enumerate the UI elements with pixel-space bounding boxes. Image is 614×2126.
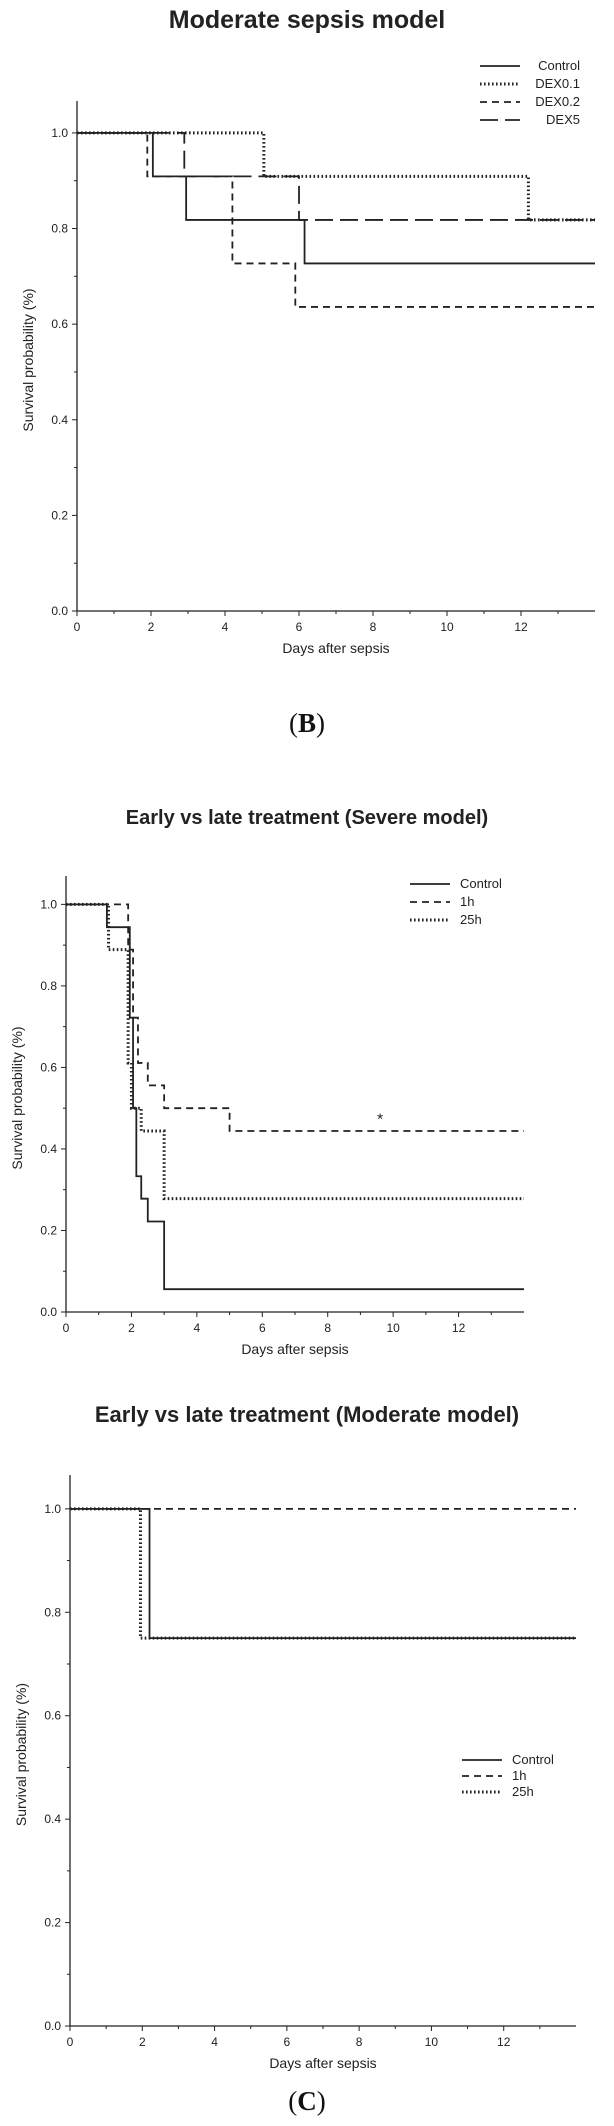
legend-label: 1h [460,894,474,909]
x-tick-label: 0 [67,2035,74,2049]
x-tick-label: 12 [514,620,528,634]
y-tick-label: 0.4 [40,1142,57,1156]
y-tick-label: 0.8 [44,1605,61,1619]
y-tick-label: 0.6 [44,1709,61,1723]
x-tick-label: 4 [211,2035,218,2049]
legend-label: 25h [512,1784,534,1799]
y-tick-label: 0.2 [44,1916,61,1930]
significance-marker: * [377,1111,383,1128]
x-tick-label: 6 [296,620,303,634]
series-line-dex5 [77,132,595,221]
x-tick-label: 4 [194,1321,201,1335]
legend-label: Control [538,58,580,73]
chart-moderate-model: Early vs late treatment (Moderate model)… [0,1386,614,2076]
y-tick-label: 0.4 [51,413,68,427]
y-tick-label: 1.0 [51,126,68,140]
panel-label-c-letter: C [297,2086,317,2116]
legend-label: 25h [460,912,482,927]
series-line-dex0-2 [77,132,595,308]
y-tick-label: 0.6 [40,1060,57,1074]
x-tick-label: 4 [222,620,229,634]
y-tick-label: 0.2 [51,508,68,522]
chart-title: Early vs late treatment (Moderate model) [95,1402,519,1427]
x-tick-label: 8 [370,620,377,634]
x-tick-label: 6 [284,2035,291,2049]
x-tick-label: 2 [128,1321,135,1335]
chart-moderate-model-svg: Early vs late treatment (Moderate model)… [13,1402,576,2071]
x-tick-label: 12 [452,1321,466,1335]
x-tick-label: 12 [497,2035,511,2049]
x-tick-label: 6 [259,1321,266,1335]
chart-severe-model: Early vs late treatment (Severe model) 0 2… [0,780,614,1380]
chart-title: Early vs late treatment (Severe model) [126,807,488,829]
x-axis-label: Days after sepsis [269,2055,376,2071]
legend-label: DEX0.1 [535,76,580,91]
chart-severe-model-svg: Early vs late treatment (Severe model) 0 2… [9,807,524,1357]
panel-label-b-letter: B [297,708,316,738]
x-tick-label: 8 [324,1321,331,1335]
legend-label: Control [460,876,502,891]
chart-title: Moderate sepsis model [169,6,445,34]
series-line-25h [66,902,524,1201]
y-axis-label: Survival probability (%) [9,1026,25,1169]
y-tick-label: 1.0 [40,897,57,911]
legend-label: 1h [512,1768,526,1783]
chart-moderate-sepsis-svg: Moderate sepsis model 0 2 4 6 8 10 12 0.0 0.2 0.4 0… [20,6,595,656]
x-tick-label: 10 [386,1321,400,1335]
y-tick-label: 0.6 [51,317,68,331]
y-tick-label: 0.0 [44,2019,61,2033]
x-tick-label: 10 [440,620,454,634]
x-tick-label: 2 [139,2035,146,2049]
y-axis-label: Survival probability (%) [13,1683,29,1826]
series-line-control [66,903,524,1291]
legend-label: Control [512,1752,554,1767]
x-tick-label: 2 [148,620,155,634]
series-line-25h [70,1507,576,1640]
x-axis-label: Days after sepsis [241,1341,348,1357]
y-tick-label: 0.0 [40,1305,57,1319]
y-tick-label: 0.0 [51,604,68,618]
x-tick-label: 0 [63,1321,70,1335]
x-axis-label: Days after sepsis [282,640,389,656]
series-line-dex0-1 [77,131,595,222]
x-tick-label: 10 [425,2035,439,2049]
x-tick-label: 8 [356,2035,363,2049]
y-tick-label: 0.8 [51,222,68,236]
series-line-control [77,132,595,265]
chart-moderate-sepsis: Moderate sepsis model 0 2 4 6 8 10 12 0.0 0.2 0.4 0… [0,0,614,690]
y-axis-label: Survival probability (%) [20,288,36,431]
series-line-control [70,1507,576,1640]
panel-label-c: (C) [288,2086,326,2116]
y-tick-label: 0.2 [40,1223,57,1237]
series-line-1h [66,903,524,1132]
x-tick-label: 0 [74,620,81,634]
legend-label: DEX5 [546,112,580,127]
y-tick-label: 0.4 [44,1812,61,1826]
panel-label-b: (B) [288,708,325,738]
y-tick-label: 1.0 [44,1502,61,1516]
y-tick-label: 0.8 [40,979,57,993]
legend-label: DEX0.2 [535,94,580,109]
